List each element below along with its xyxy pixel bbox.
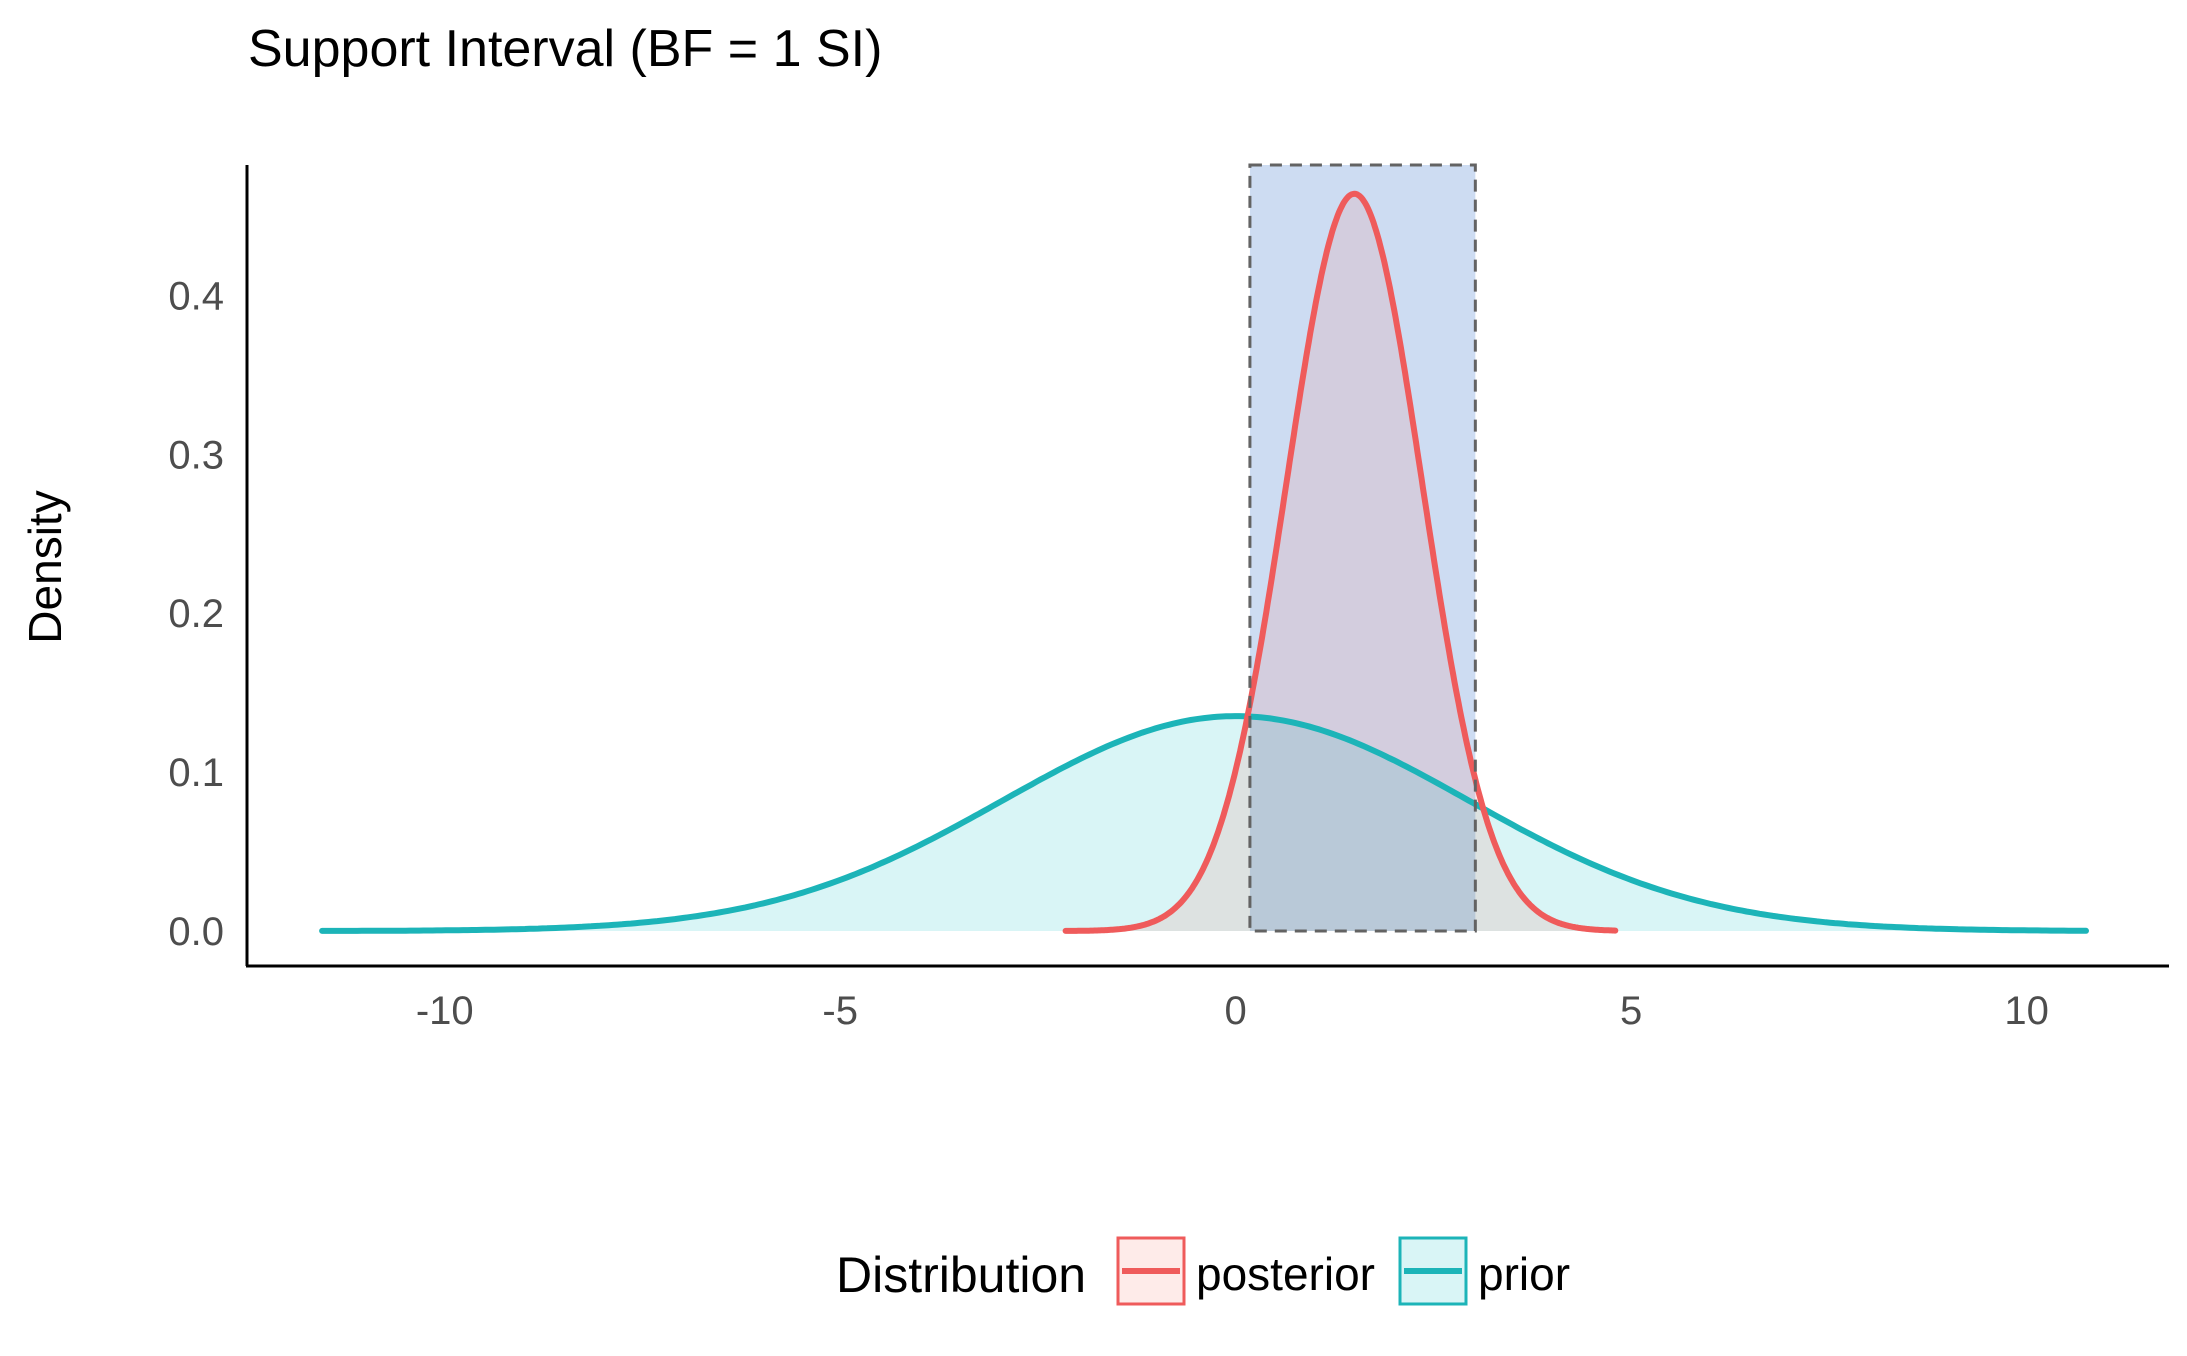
x-tick-label: 0 xyxy=(1225,989,1247,1033)
y-tick-label: 0.4 xyxy=(168,274,224,318)
tick-label-layer: -10 -5 0 5 10 0.0 0.1 0.2 0.3 0.4 xyxy=(168,274,2048,1033)
support-interval-layer xyxy=(1249,165,1476,932)
x-tick-label: -5 xyxy=(822,989,858,1033)
prior-density-line xyxy=(319,713,2089,934)
legend: Distribution posterior prior xyxy=(836,1236,1570,1306)
prior-density-area xyxy=(322,716,2087,931)
x-tick-label: 10 xyxy=(2004,989,2049,1033)
chart-title: Support Interval (BF = 1 SI) xyxy=(248,20,882,78)
x-tick-label: 5 xyxy=(1620,989,1642,1033)
posterior-legend-label: posterior xyxy=(1196,1248,1375,1300)
y-tick-label: 0.3 xyxy=(168,433,224,477)
density-fill-layer xyxy=(322,193,2087,932)
y-tick-label: 0.0 xyxy=(168,910,224,954)
y-tick-label: 0.1 xyxy=(168,751,224,795)
y-axis-title: Density xyxy=(19,490,71,643)
posterior-density-area xyxy=(1065,193,1616,932)
prior-legend-label: prior xyxy=(1478,1248,1570,1300)
support-interval-border-layer xyxy=(1248,163,1477,933)
y-tick-label: 0.2 xyxy=(168,592,224,636)
posterior-density-line xyxy=(1062,190,1619,934)
density-line-layer xyxy=(319,190,2089,934)
support-interval-rect xyxy=(1249,165,1476,932)
x-tick-label: -10 xyxy=(416,989,474,1033)
support-interval-border xyxy=(1248,163,1477,933)
legend-title: Distribution xyxy=(836,1247,1086,1303)
axes-layer xyxy=(245,165,2169,968)
